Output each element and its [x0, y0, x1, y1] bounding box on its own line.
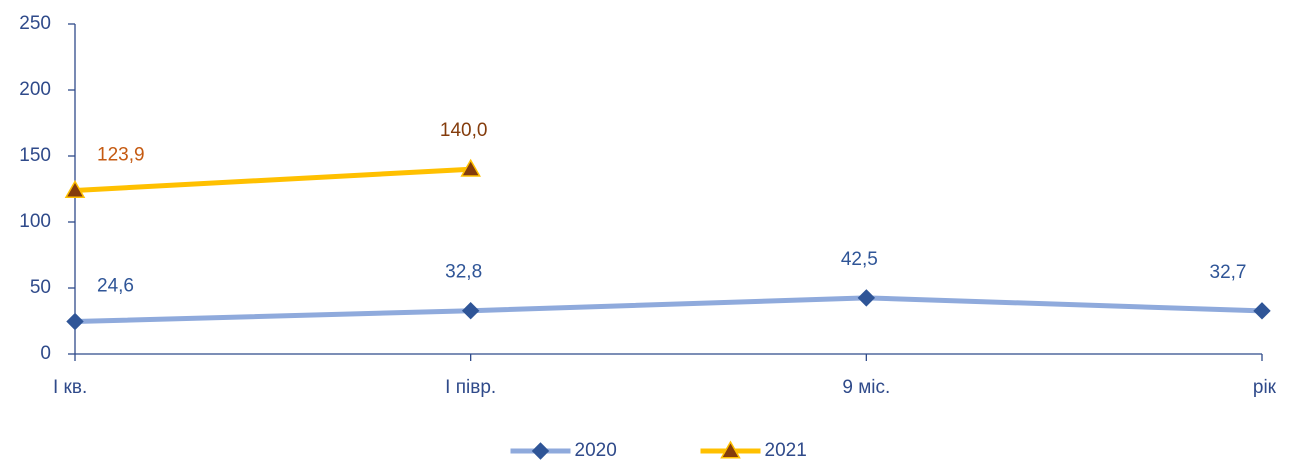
y-tick-label: 0	[40, 343, 51, 364]
x-tick-label: рік	[1253, 377, 1277, 398]
series-line	[74, 166, 471, 193]
data-label: 42,5	[841, 249, 878, 270]
legend-label: 2020	[575, 440, 617, 461]
data-label: 123,9	[97, 144, 145, 165]
series-line	[74, 295, 1263, 325]
data-label: 32,8	[445, 262, 482, 283]
y-tick-label: 250	[19, 13, 51, 34]
data-point	[461, 301, 480, 320]
legend-marker	[531, 442, 550, 460]
data-label: 24,6	[97, 276, 134, 297]
x-tick-label: І кв.	[53, 377, 87, 398]
legend-label: 2021	[765, 440, 807, 461]
y-tick-label: 100	[19, 211, 51, 232]
data-point	[64, 179, 86, 198]
x-tick-label: 9 міс.	[842, 377, 890, 398]
y-tick-label: 200	[19, 79, 51, 100]
data-point	[857, 289, 876, 307]
data-label: 32,7	[1210, 262, 1247, 283]
data-point	[66, 312, 84, 331]
x-tick-label: І півр.	[445, 377, 496, 398]
y-tick-label: 150	[19, 145, 51, 166]
data-point	[460, 158, 481, 177]
data-point	[1253, 302, 1271, 320]
legend-marker	[720, 440, 741, 459]
y-tick-label: 50	[30, 277, 51, 298]
data-label: 140,0	[440, 120, 488, 141]
